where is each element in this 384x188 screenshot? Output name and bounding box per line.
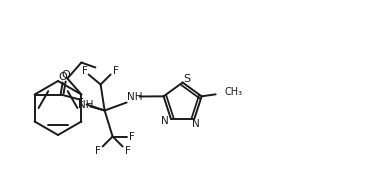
- Text: F: F: [125, 146, 131, 156]
- Text: F: F: [113, 65, 119, 76]
- Text: N: N: [161, 116, 169, 126]
- Text: F: F: [95, 146, 101, 156]
- Text: F: F: [78, 98, 84, 108]
- Text: F: F: [129, 131, 134, 142]
- Text: S: S: [183, 74, 190, 83]
- Text: O: O: [61, 70, 70, 80]
- Text: N: N: [192, 119, 200, 129]
- Text: O: O: [58, 73, 67, 83]
- Text: NH: NH: [78, 99, 93, 109]
- Text: NH: NH: [127, 92, 142, 102]
- Text: CH₃: CH₃: [225, 87, 243, 97]
- Text: F: F: [82, 65, 88, 76]
